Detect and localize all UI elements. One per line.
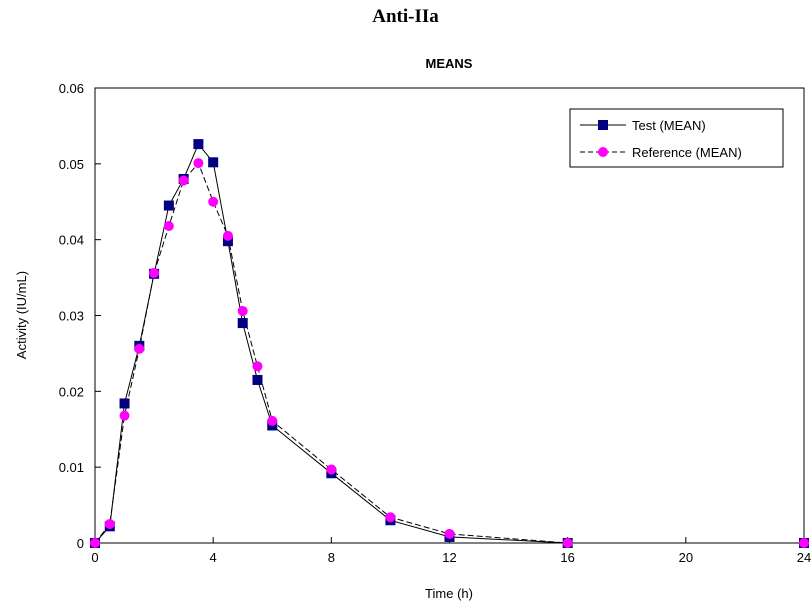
legend-box <box>569 108 784 168</box>
data-point-reference <box>193 158 204 169</box>
data-point-reference <box>252 361 263 372</box>
data-point-test <box>119 398 130 409</box>
x-tick-label: 8 <box>328 550 335 565</box>
data-point-test <box>222 236 233 247</box>
data-point-reference <box>90 538 100 548</box>
x-tick-label: 16 <box>560 550 574 565</box>
y-tick-label: 0.04 <box>59 233 84 248</box>
y-tick-label: 0.06 <box>59 81 84 96</box>
legend-marker-test <box>598 120 608 130</box>
data-point-reference <box>267 415 278 426</box>
y-tick-label: 0 <box>77 536 84 551</box>
legend: Test (MEAN) Reference (MEAN) <box>569 108 784 168</box>
data-point-test <box>193 139 204 150</box>
data-point-reference <box>385 512 396 523</box>
x-tick-label: 12 <box>442 550 456 565</box>
data-point-test <box>237 318 248 329</box>
y-tick-label: 0.01 <box>59 460 84 475</box>
legend-marker-reference <box>598 147 608 157</box>
y-axis-label: Activity (IU/mL) <box>14 271 29 359</box>
y-tick-label: 0.05 <box>59 157 84 172</box>
data-point-reference <box>444 528 455 539</box>
x-tick-label: 20 <box>679 550 693 565</box>
y-tick-label: 0.03 <box>59 309 84 324</box>
data-point-reference <box>562 538 573 548</box>
data-point-reference <box>104 519 115 530</box>
data-point-reference <box>119 410 130 421</box>
data-point-reference <box>222 230 233 241</box>
x-tick-label: 0 <box>91 550 98 565</box>
legend-label-test: Test (MEAN) <box>632 118 706 133</box>
data-point-test <box>208 157 219 168</box>
x-tick-label: 24 <box>797 550 811 565</box>
data-point-test <box>252 374 263 385</box>
series-line-reference <box>94 162 804 544</box>
figure-title: Anti-IIa <box>372 6 439 27</box>
legend-label-reference: Reference (MEAN) <box>632 145 742 160</box>
data-point-reference <box>163 221 174 232</box>
chart-title: MEANS <box>426 56 473 71</box>
data-point-reference <box>149 268 160 279</box>
data-point-reference <box>799 538 809 548</box>
data-point-reference <box>134 343 145 354</box>
data-point-reference <box>178 175 189 186</box>
x-axis-label: Time (h) <box>425 586 473 601</box>
data-point-reference <box>208 196 219 207</box>
data-point-test <box>163 200 174 211</box>
data-point-reference <box>237 305 248 316</box>
data-point-reference <box>326 464 337 475</box>
y-tick-label: 0.02 <box>59 384 84 399</box>
x-tick-label: 4 <box>210 550 217 565</box>
series-line-test <box>94 143 804 544</box>
